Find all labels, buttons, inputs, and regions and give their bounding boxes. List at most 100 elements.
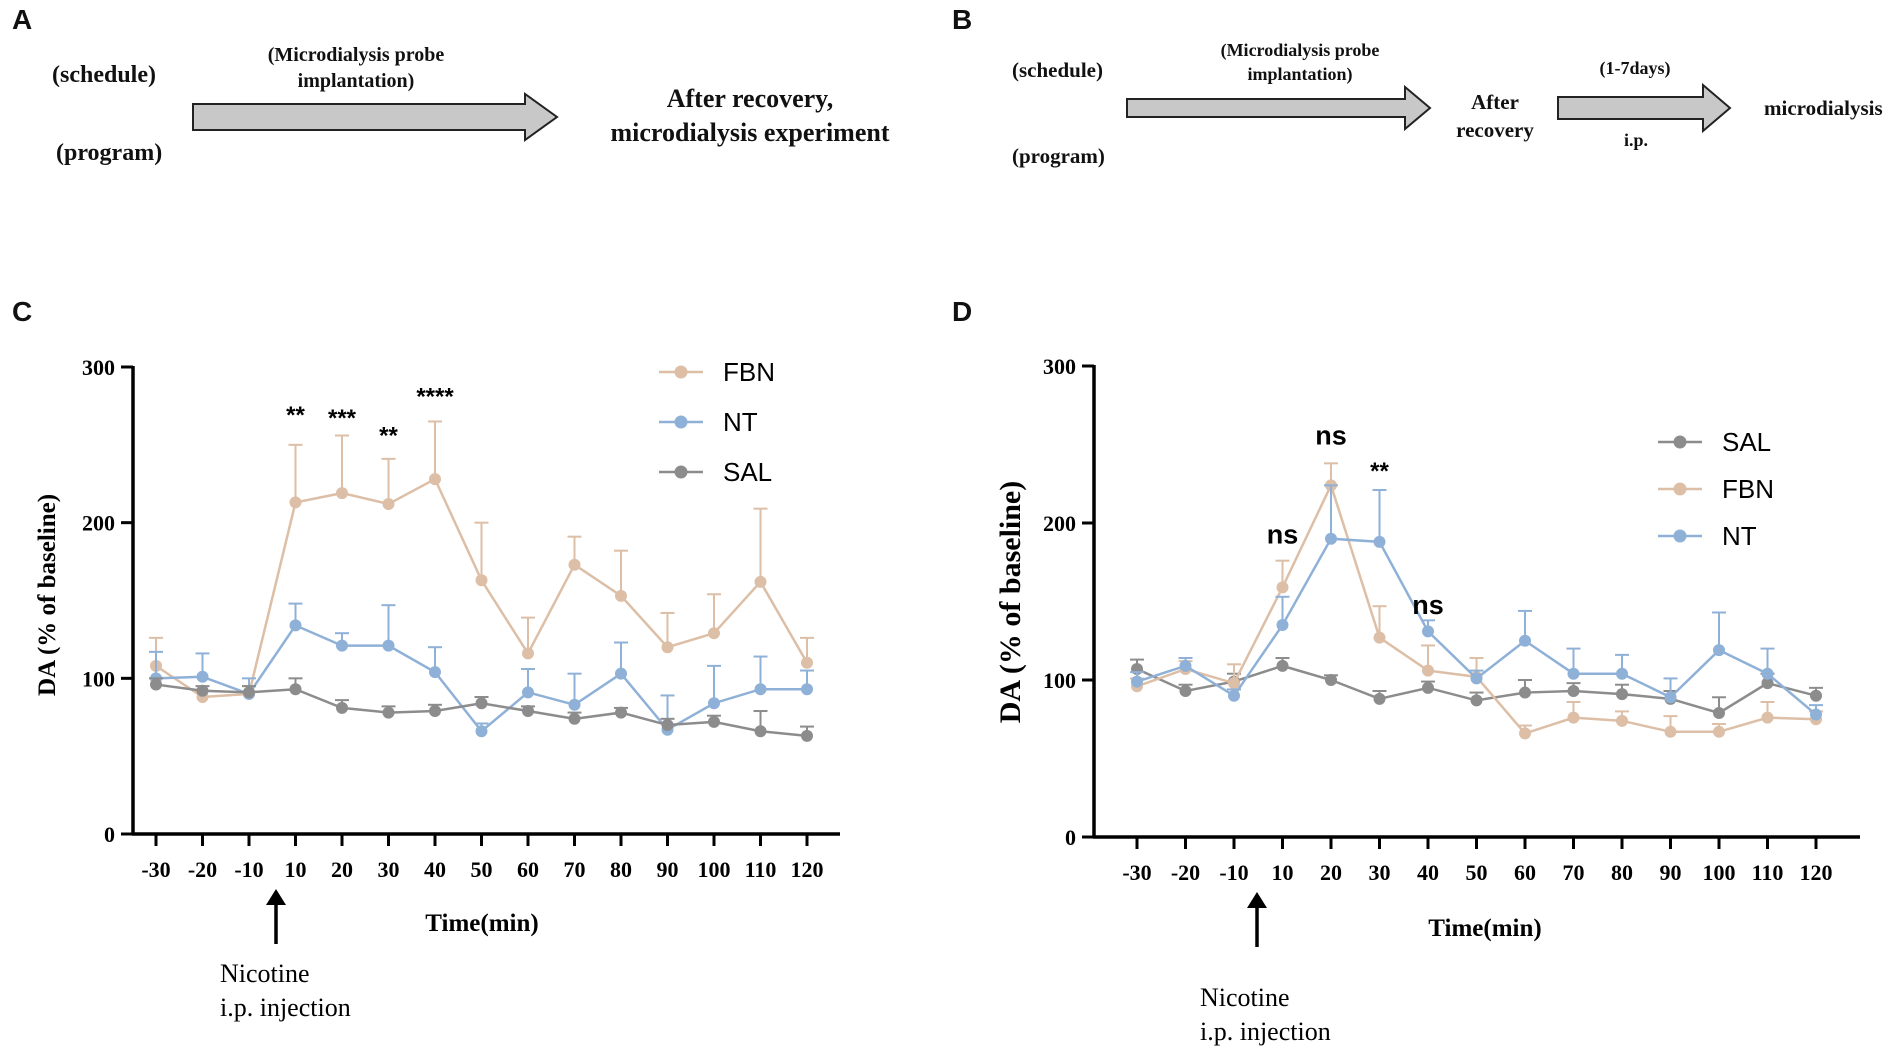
c1-annotation-10: ns <box>1267 519 1299 549</box>
c0-point-SAL-60 <box>522 705 534 718</box>
c0-point-NT-30 <box>382 639 395 652</box>
c1-y-axis-label: DA (% of baseline) <box>994 481 1027 724</box>
c1-x-tick-label-110: 110 <box>1752 860 1784 885</box>
c1-legend-marker-FBN <box>1673 482 1687 496</box>
c1-x-tick-label--30: -30 <box>1122 860 1151 885</box>
c1-point-NT--20 <box>1179 659 1192 672</box>
c1-point-NT-100 <box>1713 644 1725 657</box>
c0-point-NT-50 <box>475 725 488 738</box>
c0-point-SAL-110 <box>754 725 767 738</box>
c1-point-NT-90 <box>1664 691 1677 704</box>
schedule-label-b: (schedule) <box>1012 58 1103 82</box>
c1-x-tick-label-100: 100 <box>1703 860 1736 885</box>
c0-point-FBN-50 <box>475 574 488 587</box>
c0-legend-label-SAL: SAL <box>723 457 772 487</box>
c0-point-FBN-90 <box>661 641 674 654</box>
mid-text-b: After recovery <box>1440 88 1550 144</box>
c1-point-FBN--10 <box>1228 677 1240 690</box>
c0-x-tick-label-20: 20 <box>331 857 353 882</box>
c0-y-tick-label-200: 200 <box>82 511 115 536</box>
c0-point-FBN-20 <box>336 487 348 500</box>
c1-point-NT-30 <box>1373 535 1386 548</box>
c1-x-tick-label-20: 20 <box>1320 860 1342 885</box>
c1-point-SAL-120 <box>1810 689 1822 702</box>
arrow1-label-b-line1: (Microdialysis probe <box>1220 40 1380 60</box>
c0-y-tick-label-0: 0 <box>104 822 115 847</box>
arrow-label-a: (Microdialysis probe implantation) <box>236 42 476 94</box>
arrow1-label-b-line2: implantation) <box>1247 64 1353 84</box>
c0-point-SAL--30 <box>150 678 162 691</box>
c1-point-SAL-80 <box>1616 688 1628 701</box>
c1-point-NT-70 <box>1567 667 1580 680</box>
c1-x-axis-label: Time(min) <box>1428 915 1541 942</box>
c1-x-tick-label--20: -20 <box>1171 860 1200 885</box>
c1-x-tick-label-50: 50 <box>1466 860 1488 885</box>
c0-x-tick-label-100: 100 <box>698 857 731 882</box>
c0-point-FBN-30 <box>382 497 395 510</box>
c0-legend-marker-NT <box>674 415 688 429</box>
schedule-label-a: (schedule) <box>52 62 156 88</box>
c1-x-tick-label-80: 80 <box>1611 860 1633 885</box>
c1-y-tick-label-0: 0 <box>1065 825 1076 850</box>
c0-x-tick-label--30: -30 <box>141 857 170 882</box>
c1-y-tick-label-300: 300 <box>1043 354 1076 379</box>
c1-injection-arrow-head <box>1247 892 1267 908</box>
arrow1-label-b: (Microdialysis probe implantation) <box>1180 38 1420 86</box>
c0-point-SAL-90 <box>661 719 674 732</box>
c1-point-SAL-20 <box>1325 674 1337 686</box>
c0-x-tick-label-60: 60 <box>517 857 539 882</box>
c0-point-SAL-50 <box>475 697 488 710</box>
c0-point-FBN-40 <box>429 473 441 486</box>
c0-x-tick-label-10: 10 <box>285 857 307 882</box>
c0-point-NT-100 <box>708 697 720 710</box>
c0-x-tick-label-120: 120 <box>791 857 824 882</box>
program-label-a: (program) <box>56 140 163 166</box>
c0-point-NT-40 <box>429 666 441 679</box>
arrow2-shape-b <box>1557 82 1732 134</box>
c0-point-SAL--10 <box>243 686 255 699</box>
c0-injection-arrow-head <box>266 889 286 905</box>
end-text-b: microdialysis <box>1764 96 1883 120</box>
c0-x-tick-label-40: 40 <box>424 857 446 882</box>
c0-x-axis-label: Time(min) <box>425 910 538 937</box>
c0-point-NT-20 <box>336 639 348 652</box>
arrow2-bottom-label-b: i.p. <box>1623 130 1648 150</box>
arrow1-shape-b <box>1126 84 1432 132</box>
c0-x-tick-label-50: 50 <box>471 857 493 882</box>
c0-injection-label-line2: i.p. injection <box>220 993 351 1022</box>
c0-point-FBN-100 <box>708 627 720 640</box>
c1-point-SAL-10 <box>1276 659 1289 672</box>
c1-point-FBN-110 <box>1761 711 1774 724</box>
c1-point-NT-120 <box>1810 708 1822 721</box>
c0-point-SAL-70 <box>568 712 581 725</box>
c0-annotation-10: ** <box>286 402 305 429</box>
panel-letter-b: B <box>952 4 973 35</box>
c1-legend-marker-NT <box>1673 529 1687 543</box>
c1-x-tick-label-60: 60 <box>1514 860 1536 885</box>
c1-point-FBN-30 <box>1373 631 1386 644</box>
c1-point-FBN-90 <box>1664 725 1677 738</box>
c1-legend-label-SAL: SAL <box>1722 427 1771 457</box>
c1-point-NT-110 <box>1761 667 1774 680</box>
c1-line-NT <box>1136 537 1817 716</box>
c1-point-SAL-100 <box>1713 706 1725 719</box>
c1-series-NT <box>1130 484 1823 721</box>
c0-legend-label-FBN: FBN <box>723 357 775 387</box>
c1-point-SAL-50 <box>1470 694 1483 707</box>
c0-legend-marker-SAL <box>674 465 688 479</box>
c0-series-FBN <box>149 420 814 704</box>
c1-point-NT-20 <box>1325 532 1337 545</box>
c0-point-FBN-80 <box>615 589 627 602</box>
c0-x-tick-label--20: -20 <box>188 857 217 882</box>
arrow-label-a-line1: (Microdialysis probe <box>267 44 445 66</box>
c1-point-SAL-70 <box>1567 684 1580 697</box>
c0-x-tick-label-30: 30 <box>378 857 400 882</box>
c0-point-FBN-70 <box>568 558 581 571</box>
c1-point-NT--30 <box>1131 675 1143 688</box>
c1-point-NT-80 <box>1616 667 1628 680</box>
c0-y-tick-label-100: 100 <box>82 666 115 691</box>
c1-point-NT--10 <box>1228 689 1240 702</box>
c0-legend-marker-FBN <box>674 365 688 379</box>
